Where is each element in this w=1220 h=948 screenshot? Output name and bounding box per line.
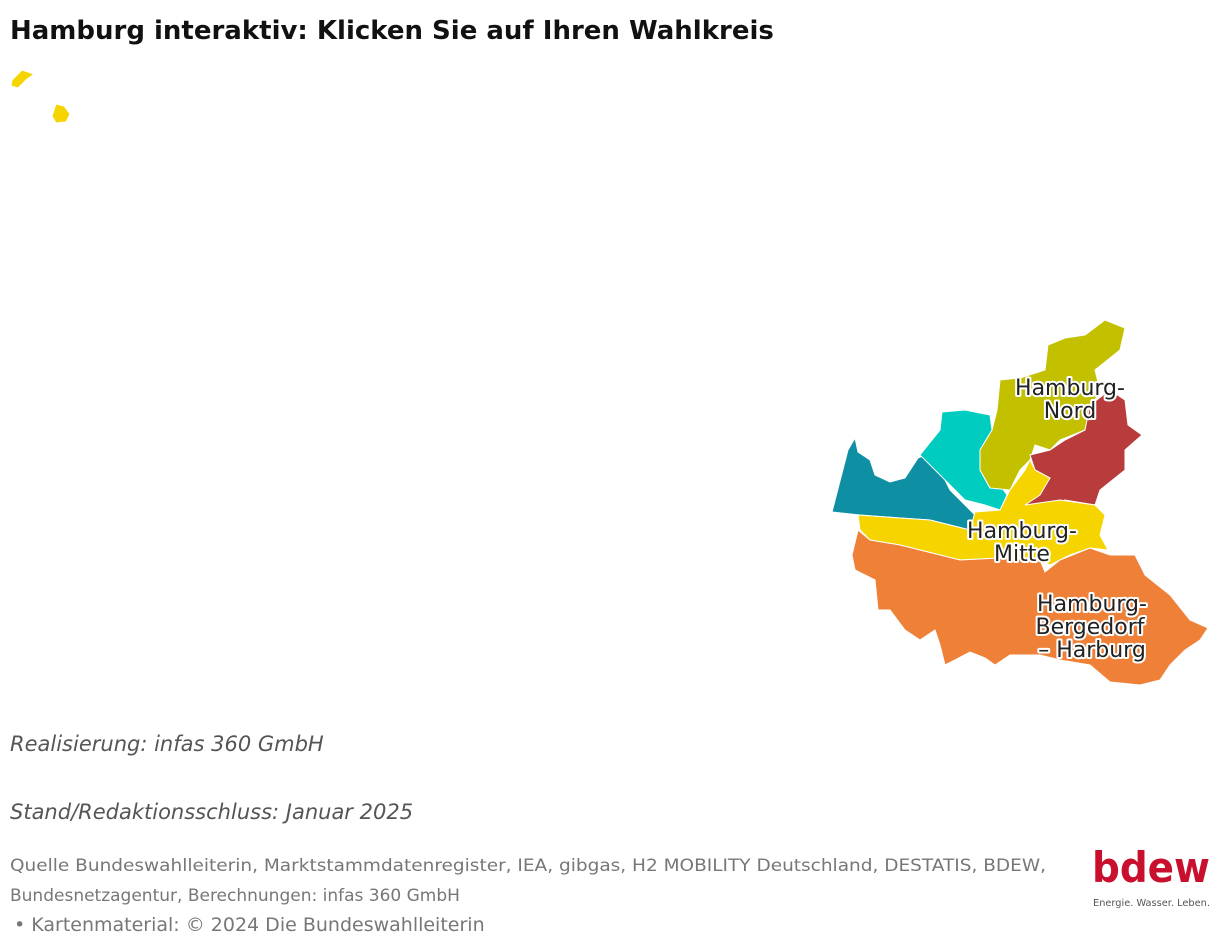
map-label: Hamburg-	[1037, 592, 1147, 617]
logo: bdew	[1092, 843, 1210, 892]
island[interactable]	[10, 69, 36, 89]
district-bergedorf-harburg[interactable]	[851, 529, 1209, 686]
source: Bundesnetzagentur, Berechnungen: infas 3…	[10, 886, 460, 906]
map-label: Nord	[1044, 399, 1097, 424]
island[interactable]	[51, 103, 71, 124]
map-label: Hamburg-	[1015, 376, 1125, 401]
map-label: – Harburg	[1038, 638, 1146, 663]
map: Hamburg- Nord Hamburg- Mitte Hamburg- Be…	[10, 69, 1209, 686]
map-label: Mitte	[994, 542, 1050, 567]
logo-tagline: Energie. Wasser. Leben.	[1093, 898, 1210, 909]
note: Stand/Redaktionsschluss: Januar 2025	[10, 800, 413, 824]
source: Quelle Bundeswahlleiterin, Marktstammdat…	[10, 856, 1046, 876]
source: • Kartenmaterial: © 2024 Die Bundeswahll…	[14, 914, 485, 936]
title: Hamburg interaktiv: Klicken Sie auf Ihre…	[10, 16, 774, 46]
map-label: Bergedorf	[1035, 615, 1145, 640]
map-label: Hamburg-	[967, 519, 1077, 544]
note: Realisierung: infas 360 GmbH	[10, 732, 324, 756]
